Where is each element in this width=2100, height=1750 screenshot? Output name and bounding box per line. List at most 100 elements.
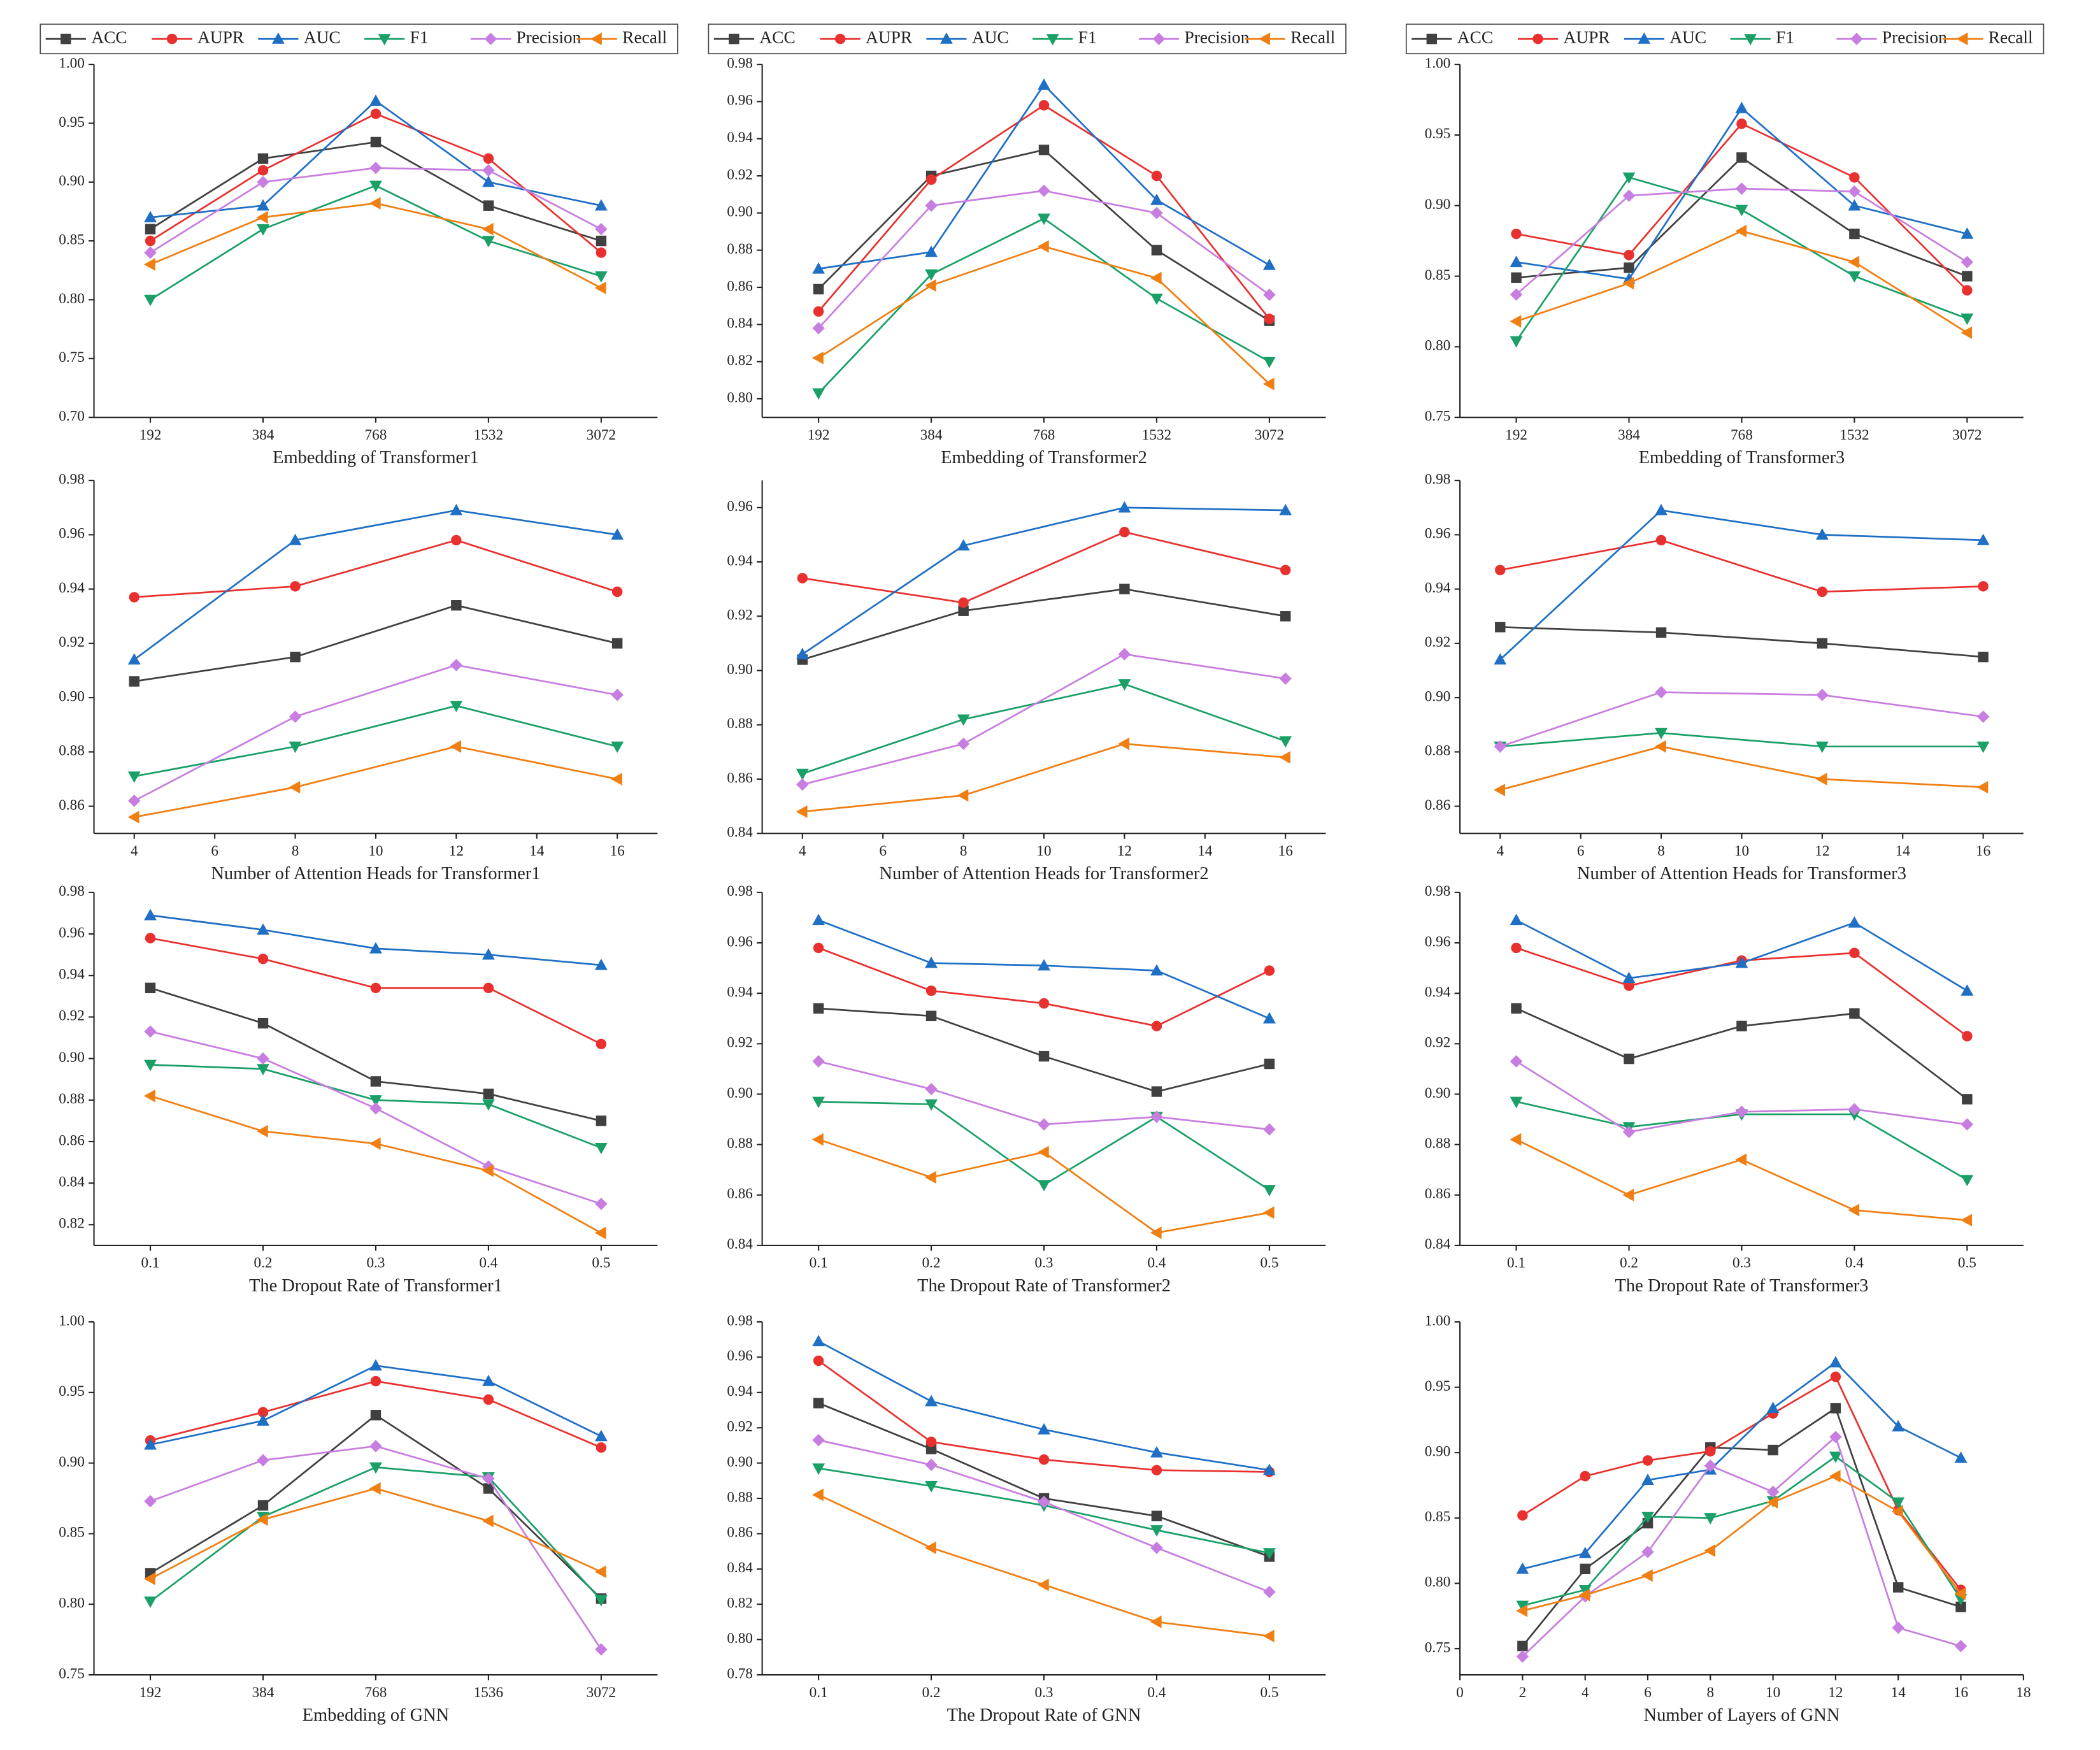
data-point xyxy=(1654,740,1666,753)
legend-marker xyxy=(1638,32,1651,44)
data-point xyxy=(811,351,824,364)
data-point xyxy=(482,222,494,236)
y-tick-label: 0.92 xyxy=(59,634,85,650)
x-axis-title: The Dropout Rate of Transformer1 xyxy=(249,1276,503,1296)
data-point xyxy=(144,908,157,921)
data-point xyxy=(1118,648,1131,661)
data-point xyxy=(145,933,156,943)
data-point xyxy=(143,1089,155,1103)
data-point xyxy=(1954,1451,1968,1463)
data-point xyxy=(369,1102,382,1115)
y-tick-label: 0.90 xyxy=(727,204,753,220)
series-line xyxy=(134,745,618,818)
x-tick-label: 192 xyxy=(139,1684,162,1701)
data-point xyxy=(1511,272,1522,283)
data-point xyxy=(1038,998,1050,1009)
x-tick-label: 4 xyxy=(131,843,138,859)
y-tick-label: 0.90 xyxy=(59,1454,85,1470)
data-point xyxy=(596,1038,607,1050)
data-point xyxy=(1150,271,1162,285)
data-point xyxy=(594,282,606,294)
y-tick-label: 0.82 xyxy=(59,1216,85,1232)
y-tick-label: 0.96 xyxy=(1425,933,1451,950)
legend-marker xyxy=(590,32,602,46)
data-point xyxy=(257,224,269,236)
data-point xyxy=(1150,206,1163,220)
y-tick-label: 0.92 xyxy=(727,607,753,624)
x-tick-label: 12 xyxy=(1117,843,1132,859)
data-point xyxy=(1641,1512,1654,1523)
data-point xyxy=(1976,533,1990,545)
y-tick-label: 1.00 xyxy=(59,1312,85,1329)
data-point xyxy=(1494,784,1505,796)
data-point xyxy=(594,1595,608,1607)
data-point xyxy=(143,1572,155,1586)
data-point xyxy=(1517,1640,1528,1652)
legend-label: Precision xyxy=(1882,27,1947,47)
y-tick-label: 0.70 xyxy=(59,408,85,424)
data-point xyxy=(1622,276,1634,290)
x-tick-label: 0.1 xyxy=(1507,1255,1525,1272)
data-point xyxy=(256,211,268,224)
data-point xyxy=(811,1488,824,1502)
data-point xyxy=(1038,145,1050,155)
data-point xyxy=(1961,984,1974,996)
series-line xyxy=(150,167,602,254)
x-tick-label: 0.5 xyxy=(1260,1684,1278,1701)
legend-marker xyxy=(484,32,497,45)
data-point xyxy=(482,175,495,187)
data-point xyxy=(1517,1510,1528,1521)
y-tick-label: 0.95 xyxy=(1425,126,1451,142)
data-point xyxy=(1038,1423,1050,1435)
data-point xyxy=(925,269,938,281)
data-point xyxy=(1151,1510,1162,1521)
y-tick-label: 0.85 xyxy=(1425,1509,1451,1525)
data-point xyxy=(1735,204,1748,217)
x-tick-label: 0.4 xyxy=(479,1255,497,1272)
data-point xyxy=(1279,750,1290,764)
data-point xyxy=(144,1438,157,1450)
data-point xyxy=(256,1513,268,1526)
data-point xyxy=(1262,1206,1275,1219)
x-tick-label: 10 xyxy=(1036,843,1051,859)
data-point xyxy=(1263,356,1276,368)
y-tick-label: 0.80 xyxy=(59,1595,85,1612)
data-point xyxy=(1962,271,1973,282)
legend-marker xyxy=(271,32,285,44)
y-tick-label: 0.90 xyxy=(727,1454,753,1470)
data-point xyxy=(1641,1474,1654,1485)
series-line xyxy=(1522,1455,1962,1607)
y-tick-label: 0.96 xyxy=(727,933,753,950)
data-point xyxy=(1817,586,1828,598)
data-point xyxy=(370,108,382,119)
data-point xyxy=(1848,199,1861,211)
data-point xyxy=(289,710,302,723)
y-tick-label: 0.86 xyxy=(727,770,753,786)
series-line xyxy=(818,104,1271,320)
x-tick-label: 16 xyxy=(610,843,625,859)
y-tick-label: 0.94 xyxy=(727,129,753,146)
legend-marker xyxy=(1426,33,1438,45)
data-point xyxy=(1580,1470,1590,1482)
legend-label: ACC xyxy=(91,27,127,47)
x-tick-label: 192 xyxy=(139,427,162,443)
x-tick-label: 768 xyxy=(365,1684,387,1701)
data-point xyxy=(813,1398,824,1409)
y-tick-label: 0.75 xyxy=(59,349,85,366)
x-axis-title: Embedding of GNN xyxy=(303,1705,450,1725)
x-axis-title: Embedding of Transformer3 xyxy=(1639,448,1845,468)
data-point xyxy=(925,199,938,212)
x-tick-label: 0.2 xyxy=(922,1255,941,1272)
x-axis-title: Number of Attention Heads for Transforme… xyxy=(1577,864,1906,884)
legend-box xyxy=(39,24,678,55)
data-point xyxy=(1151,1086,1162,1097)
legend-label: F1 xyxy=(1078,27,1097,47)
data-point xyxy=(1735,182,1748,195)
data-point xyxy=(482,948,495,960)
data-point xyxy=(1766,1402,1780,1414)
data-point xyxy=(1655,503,1668,515)
data-point xyxy=(483,1088,494,1100)
data-point xyxy=(483,982,494,994)
series-line xyxy=(150,1445,602,1650)
